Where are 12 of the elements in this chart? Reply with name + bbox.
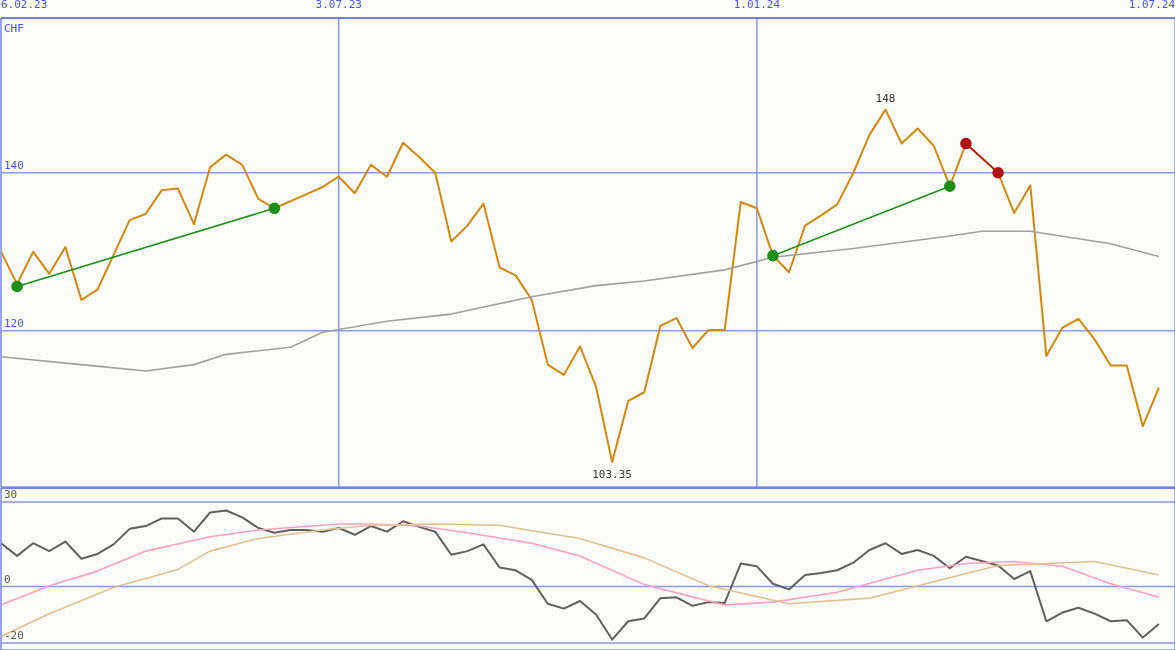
y-tick-label: -20 — [4, 628, 24, 642]
x-tick-label: 1.01.24 — [733, 0, 781, 11]
annotation: 103.35 — [592, 467, 632, 481]
y-tick-label: 30 — [4, 488, 18, 502]
y-tick-label: 140 — [4, 158, 24, 172]
x-tick-label: 1.07.24 — [1128, 0, 1175, 11]
x-tick-label: 6.02.23 — [1, 0, 48, 11]
y-tick-label: 120 — [4, 316, 24, 330]
y-tick-label: 0 — [4, 572, 11, 586]
annotation: 148 — [875, 91, 896, 105]
y-axis-title: CHF — [4, 22, 24, 35]
x-tick-label: 3.07.23 — [315, 0, 362, 11]
